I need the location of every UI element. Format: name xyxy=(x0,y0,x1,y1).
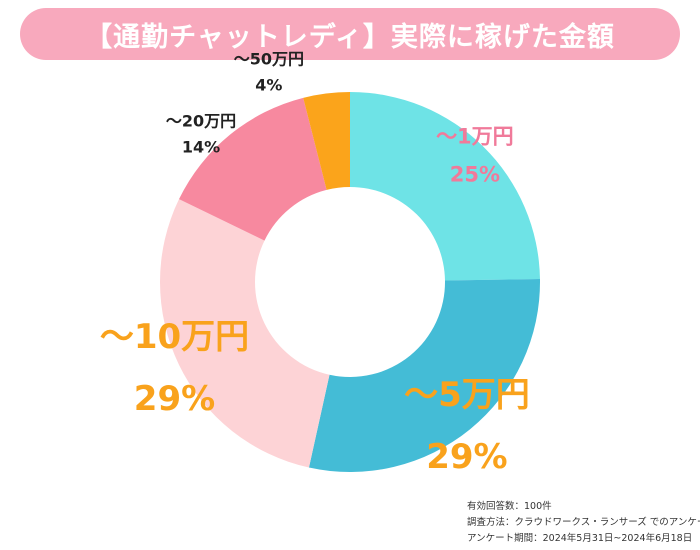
footnote-method: 調査方法：クラウドワークス・ランサーズ でのアンケート xyxy=(467,517,700,528)
chart-title: 【通勤チャットレディ】実際に稼げた金額 xyxy=(85,21,615,53)
slice-value-label: 25% xyxy=(450,163,500,187)
slice-value-label: 29% xyxy=(426,437,507,477)
labels-group: ～1万円 25% ～5万円 29% ～10万円 29% ～20万円 14% ～50万円 4% xyxy=(100,50,530,478)
slice-5 xyxy=(303,92,350,190)
slice-2 xyxy=(308,279,540,472)
slice-category-label: ～20万円 xyxy=(166,112,236,131)
slice-category-label: ～5万円 xyxy=(404,375,530,415)
slice-category-label: ～50万円 xyxy=(234,50,304,69)
slice-value-label: 14% xyxy=(182,138,220,157)
slice-category-label: ～1万円 xyxy=(436,125,514,149)
slice-category-label: ～10万円 xyxy=(100,317,249,357)
slice-4 xyxy=(178,97,327,241)
slices-group xyxy=(160,92,540,472)
slice-value-label: 4% xyxy=(255,76,282,95)
slice-3 xyxy=(160,199,330,468)
survey-footnote: 有効回答数：100件 調査方法：クラウドワークス・ランサーズ でのアンケート ア… xyxy=(467,499,700,547)
slice-1 xyxy=(350,92,540,281)
slice-value-label: 29% xyxy=(134,379,215,419)
footnote-respondents: 有効回答数：100件 xyxy=(467,501,552,512)
title-banner: 【通勤チャットレディ】実際に稼げた金額 xyxy=(20,8,680,60)
footnote-period: アンケート期間：2024年5月31日~2024年6月18日 xyxy=(467,533,693,544)
